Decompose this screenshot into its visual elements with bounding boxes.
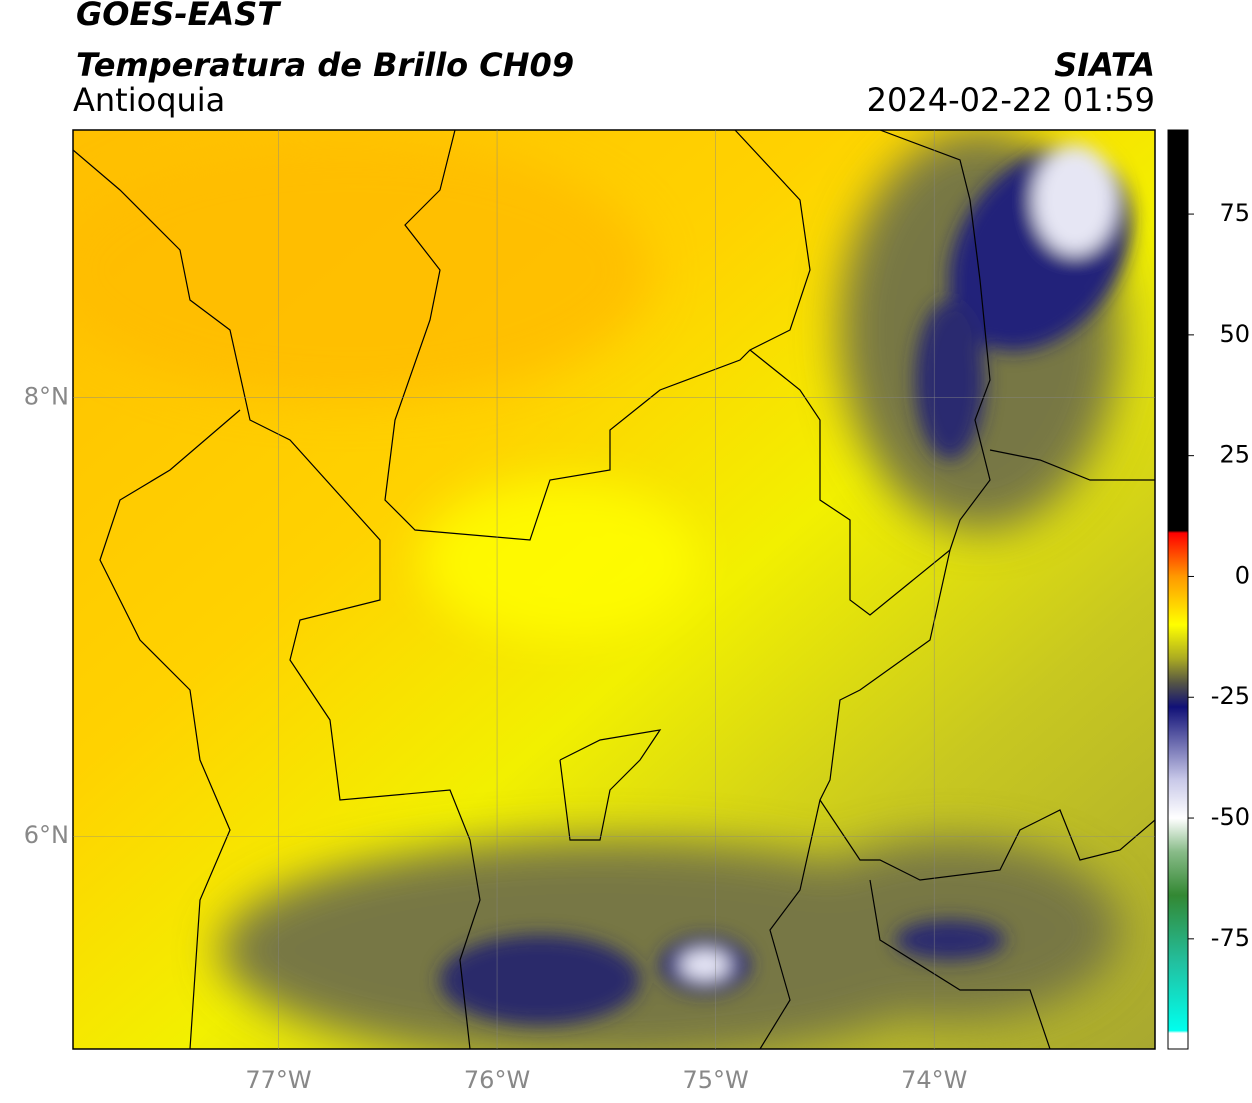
x-tick-label: 75°W <box>683 1066 749 1094</box>
region: Antioquia <box>73 81 225 119</box>
y-tick-label: 8°N <box>24 383 69 411</box>
colorbar <box>1167 129 1189 1050</box>
colorbar-tick-label: 50 <box>1219 320 1250 348</box>
x-tick-label: 77°W <box>245 1066 311 1094</box>
source: SIATA <box>1054 46 1155 84</box>
colorbar-tick-label: -75 <box>1211 924 1250 952</box>
subtitle: Temperatura de Brillo CH09 <box>76 46 574 84</box>
map-frame <box>72 129 1156 1050</box>
x-tick-label: 74°W <box>901 1066 967 1094</box>
colorbar-tick-label: 75 <box>1219 199 1250 227</box>
borders <box>73 130 1155 1049</box>
colorbar-tick-label: 0 <box>1235 561 1250 589</box>
timestamp: 2024-02-22 01:59 <box>867 81 1155 119</box>
y-tick-label: 6°N <box>24 821 69 849</box>
colorbar-tick-label: -50 <box>1211 803 1250 831</box>
x-tick-label: 76°W <box>464 1066 530 1094</box>
colorbar-tick-label: -25 <box>1211 682 1250 710</box>
colorbar-tick-label: 25 <box>1219 441 1250 469</box>
title: GOES-EAST <box>76 0 281 33</box>
satellite-image <box>73 130 1155 1049</box>
